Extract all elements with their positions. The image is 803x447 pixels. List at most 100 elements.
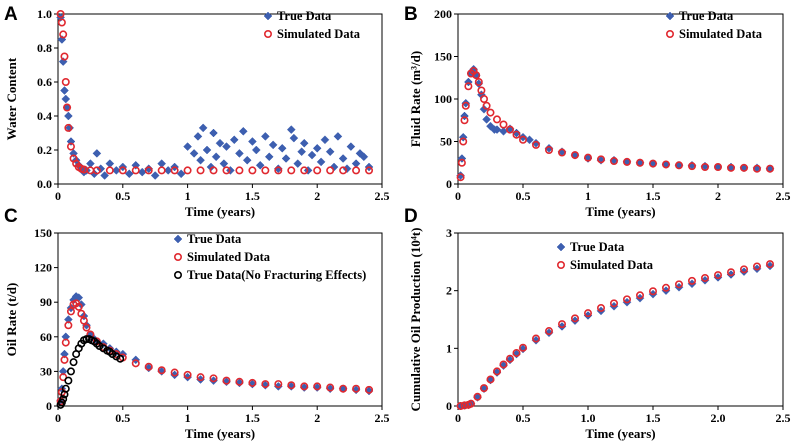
- data-point: [219, 159, 229, 168]
- data-point: [69, 358, 78, 367]
- y-axis-title: Water Content: [4, 57, 19, 140]
- legend-marker: [174, 270, 183, 279]
- data-point: [150, 171, 160, 180]
- data-point: [477, 86, 486, 95]
- data-point: [64, 315, 73, 324]
- y-tick-label: 1: [446, 341, 452, 355]
- data-point: [459, 137, 468, 146]
- data-point: [609, 157, 618, 166]
- data-point: [196, 166, 205, 175]
- data-point: [365, 166, 374, 175]
- data-point: [131, 359, 140, 368]
- data-point: [474, 78, 483, 87]
- data-point: [492, 115, 501, 124]
- data-point: [544, 143, 554, 153]
- data-point: [144, 164, 154, 174]
- data-point: [352, 166, 361, 175]
- series-true-data: [456, 261, 775, 411]
- data-point: [312, 143, 322, 153]
- data-point: [193, 132, 203, 141]
- data-point: [116, 354, 125, 363]
- data-point: [570, 314, 579, 323]
- data-point: [59, 30, 68, 39]
- data-point: [89, 169, 99, 179]
- data-point: [297, 147, 307, 157]
- y-tick-label: 0.6: [37, 75, 52, 89]
- data-point: [339, 166, 348, 175]
- data-point: [118, 166, 127, 175]
- data-point: [61, 78, 70, 87]
- data-point: [713, 163, 722, 172]
- data-point: [518, 135, 527, 144]
- data-point: [300, 382, 309, 391]
- data-point: [66, 142, 75, 151]
- y-tick-label: 0.4: [37, 109, 52, 123]
- data-point: [687, 276, 696, 285]
- data-point: [325, 147, 335, 157]
- x-tick-label: 2.5: [776, 411, 791, 425]
- y-tick-label: 3: [446, 226, 452, 240]
- data-point: [64, 123, 73, 132]
- x-axis-title: Time (years): [185, 204, 255, 219]
- data-point: [235, 149, 244, 158]
- data-point: [700, 163, 709, 172]
- data-point: [248, 137, 257, 146]
- data-point: [320, 135, 330, 145]
- data-point: [674, 280, 683, 289]
- data-point: [61, 384, 70, 393]
- legend: True Data Simulated Data: [263, 9, 361, 41]
- data-point: [473, 392, 482, 401]
- data-point: [307, 150, 317, 160]
- data-point: [518, 343, 527, 352]
- legend-label: True Data: [277, 9, 332, 23]
- data-point: [222, 376, 231, 385]
- data-point: [274, 166, 283, 175]
- data-point: [273, 164, 283, 174]
- data-point: [499, 360, 508, 369]
- data-point: [333, 132, 343, 141]
- x-tick-label: 1.0: [581, 411, 596, 425]
- data-point: [525, 135, 534, 145]
- data-point: [289, 133, 299, 143]
- x-axis-title: Time (years): [585, 426, 655, 441]
- data-point: [482, 115, 491, 124]
- legend-label: True Data: [570, 240, 625, 254]
- data-point: [157, 166, 166, 175]
- data-point: [512, 128, 521, 138]
- data-point: [482, 101, 491, 110]
- data-point: [700, 273, 709, 282]
- data-point: [687, 162, 696, 171]
- legend-marker: [263, 29, 272, 38]
- data-point: [209, 128, 218, 138]
- y-tick-label: 150: [434, 50, 452, 64]
- y-tick-label: 0.0: [37, 177, 52, 191]
- data-point: [59, 395, 68, 404]
- y-tick-label: 0: [446, 399, 452, 413]
- data-point: [64, 111, 73, 121]
- data-point: [183, 370, 192, 379]
- data-point: [342, 164, 352, 174]
- data-point: [287, 381, 296, 390]
- panel-letter: D: [404, 206, 418, 227]
- data-point: [261, 380, 270, 389]
- data-point: [316, 157, 326, 167]
- data-point: [661, 283, 670, 292]
- data-point: [92, 149, 102, 158]
- data-point: [635, 291, 644, 300]
- legend-label: True Data: [679, 9, 734, 23]
- data-point: [248, 378, 257, 387]
- y-tick-label: 50: [440, 135, 452, 149]
- data-point: [505, 125, 514, 134]
- legend: True Data Simulated Data True Data(No Frac…: [173, 232, 366, 282]
- data-point: [277, 143, 287, 153]
- data-point: [609, 299, 618, 308]
- data-point: [338, 154, 348, 163]
- legend-marker: [174, 253, 183, 262]
- data-point: [486, 108, 495, 117]
- data-point: [66, 307, 75, 316]
- y-tick-label: 60: [40, 330, 52, 344]
- data-point: [635, 158, 644, 167]
- y-tick-label: 200: [434, 7, 452, 21]
- data-point: [326, 166, 335, 175]
